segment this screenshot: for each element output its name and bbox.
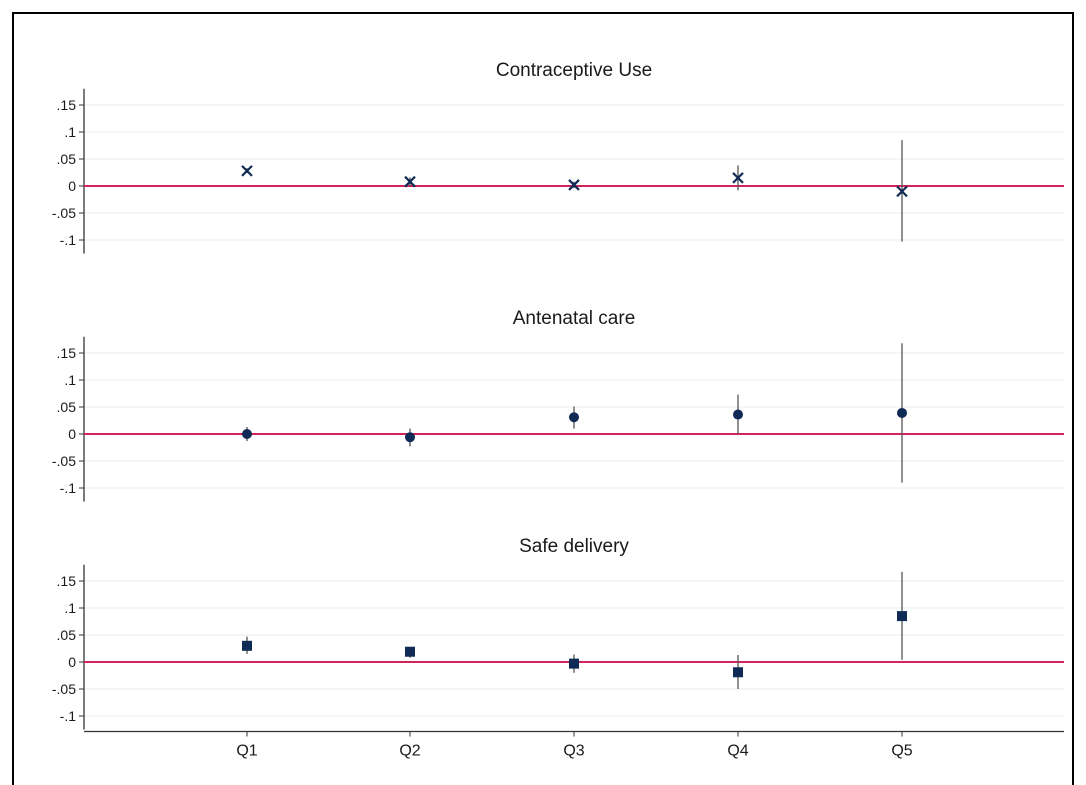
panel-title: Antenatal care (513, 308, 636, 329)
y-tick-label: -.1 (60, 232, 77, 248)
y-tick-label: .05 (57, 627, 77, 643)
y-tick-label: -.05 (52, 205, 76, 221)
point-marker-square (733, 667, 743, 678)
point-marker-x-stroke (732, 172, 744, 184)
y-tick-label: -.1 (60, 708, 77, 724)
y-tick-label: -.05 (52, 453, 76, 469)
point-marker-circle (897, 407, 907, 418)
x-tick-label: Q3 (563, 743, 584, 760)
x-tick-label: Q4 (727, 743, 748, 760)
point-marker-square (405, 646, 415, 657)
y-tick-label: -.1 (60, 480, 77, 496)
y-tick-label: .05 (57, 151, 77, 167)
chart-frame (12, 12, 1074, 785)
y-tick-label: -.05 (52, 681, 76, 697)
panel-title: Safe delivery (519, 536, 629, 557)
point-marker-x-stroke (896, 185, 908, 198)
point-marker-x (404, 175, 416, 188)
x-tick-label: Q2 (399, 743, 420, 760)
point-marker-x-stroke (404, 175, 416, 188)
x-tick-label: Q1 (236, 743, 257, 760)
point-marker-square (897, 611, 907, 622)
x-tick-label: Q5 (891, 743, 912, 760)
y-tick-label: 0 (68, 426, 76, 442)
point-marker-x (732, 172, 744, 184)
y-tick-label: .1 (64, 372, 76, 388)
y-tick-label: 0 (68, 654, 76, 670)
point-marker-square (569, 658, 579, 669)
y-tick-label: .05 (57, 399, 77, 415)
point-marker-circle (733, 409, 743, 420)
panel-title: Contraceptive Use (496, 60, 652, 81)
point-marker-x (568, 179, 580, 191)
point-marker-x (896, 185, 908, 198)
point-marker-circle (569, 412, 579, 423)
point-marker-square (242, 640, 252, 651)
point-marker-circle (405, 432, 415, 443)
y-tick-label: 0 (68, 178, 76, 194)
point-marker-x (241, 165, 253, 177)
point-marker-circle (242, 429, 252, 439)
point-marker-x-stroke (568, 179, 580, 191)
y-tick-label: .15 (57, 345, 77, 361)
y-tick-label: .15 (57, 97, 77, 113)
y-tick-label: .15 (57, 573, 77, 589)
point-marker-x-stroke (241, 165, 253, 177)
y-tick-label: .1 (64, 124, 76, 140)
y-tick-label: .1 (64, 600, 76, 616)
